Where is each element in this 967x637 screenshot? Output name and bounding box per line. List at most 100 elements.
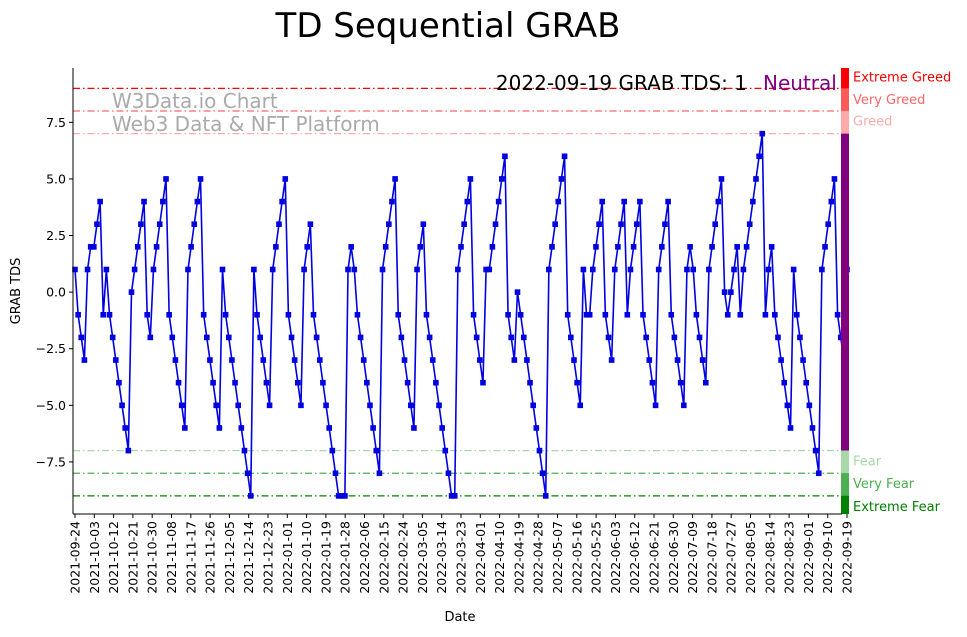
sidebar-band-1 [841,88,849,112]
data-point [674,357,681,363]
data-point [285,311,292,318]
data-point [166,311,172,318]
data-point [812,447,819,454]
data-point [204,334,210,341]
data-point [514,289,521,295]
x-tick-label: 2022-07-18 [704,521,719,594]
data-point [502,153,508,160]
data-point [546,266,552,273]
data-point [593,244,599,250]
x-tick-label: 2022-09-01 [801,521,816,594]
x-tick-label: 2022-02-15 [376,521,391,594]
data-point [94,221,100,228]
x-tick-label: 2021-11-17 [183,521,198,594]
data-point [483,266,489,273]
data-point [659,244,665,250]
data-point [87,244,94,250]
data-point [91,244,97,250]
x-axis-label: Date [444,610,475,625]
y-axis-label: GRAB TDS [9,258,24,325]
data-point [288,334,295,341]
data-point [326,425,332,431]
y-tick-label: −7.5 [36,454,66,469]
data-point [775,334,781,341]
data-point [251,266,257,273]
data-point [213,402,220,409]
data-point [379,266,386,273]
data-point [263,379,270,386]
data-point [536,447,543,454]
data-point [803,379,809,386]
data-point [564,311,571,318]
data-point [81,357,88,363]
data-point [712,221,718,228]
data-point [310,311,317,318]
x-tick-label: 2022-09-19 [840,521,855,594]
data-point [681,402,687,409]
data-point [590,266,596,273]
data-point [335,493,342,499]
data-point [709,244,715,250]
sentiment-status: Neutral [763,71,837,95]
data-point [489,244,496,250]
data-point [389,198,395,205]
data-point [643,334,649,341]
data-point [586,311,593,318]
data-point [153,244,160,250]
x-tick-label: 2022-01-28 [338,521,353,594]
data-point [492,221,499,228]
data-point [279,198,285,205]
data-point [765,266,772,273]
sidebar-band-2 [841,111,849,134]
data-point [147,334,154,341]
data-point [558,176,565,182]
data-point [815,470,822,477]
data-point [520,334,527,341]
x-tick-label: 2022-03-23 [454,521,469,594]
data-point [122,425,129,431]
data-point [78,334,85,341]
x-tick-label: 2022-06-12 [627,521,642,594]
current-value-annotation: 2022-09-19 GRAB TDS: 1 [496,71,747,95]
data-point [436,402,442,409]
data-point [134,244,141,250]
data-point [574,379,580,386]
y-tick-label: 0.0 [46,285,66,300]
x-tick-label: 2022-01-01 [280,521,295,594]
data-point [580,266,587,273]
data-point [737,311,744,318]
data-point [473,334,480,341]
x-tick-label: 2021-12-05 [222,521,237,594]
data-point [338,493,345,499]
data-point [216,425,223,431]
data-point [753,176,759,182]
x-tick-label: 2021-12-14 [241,521,256,594]
data-point [819,266,825,273]
data-point [596,221,602,228]
data-point [495,198,502,205]
data-point [103,266,110,273]
level-label-2: Greed [853,115,892,130]
data-point [690,266,697,273]
data-point [728,289,734,295]
level-label-5: Extreme Fear [853,500,941,515]
sidebar-band-0 [841,68,849,89]
data-point [225,334,232,341]
data-point [273,244,279,250]
data-point [376,470,383,477]
data-point [106,311,113,318]
data-point [458,244,464,250]
data-point [627,266,634,273]
data-point [621,198,627,205]
data-point [163,176,169,182]
data-point [351,266,358,273]
data-point [298,402,304,409]
data-point [414,266,420,273]
data-point [837,334,844,341]
data-point [185,266,191,273]
x-tick-label: 2022-03-14 [434,521,449,594]
x-tick-label: 2022-04-19 [511,521,526,594]
data-point [797,334,803,341]
level-label-4: Very Fear [853,477,915,492]
